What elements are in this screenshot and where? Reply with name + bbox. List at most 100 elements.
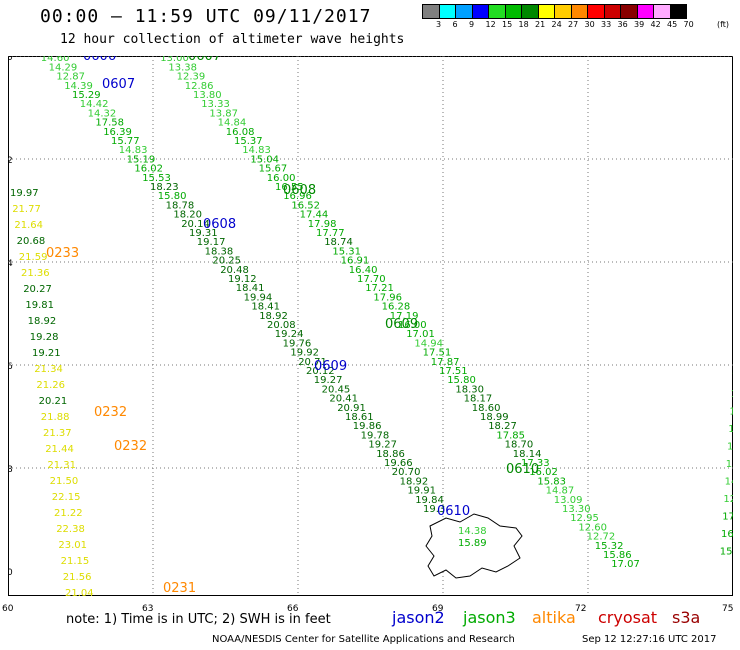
legend-jason3: jason3 bbox=[463, 608, 516, 627]
track-value: 18.41 bbox=[236, 283, 265, 294]
track-value: 19.3 bbox=[423, 504, 445, 515]
track-value: 19.78 bbox=[361, 430, 390, 441]
track-value: 14.65 bbox=[728, 424, 733, 435]
track-value: 23.01 bbox=[58, 540, 87, 551]
track-value: 14.42 bbox=[80, 99, 109, 110]
track-id-label: 0232 bbox=[94, 405, 127, 420]
track-value: 16.40 bbox=[349, 265, 378, 276]
track-value: 14.46 bbox=[727, 442, 733, 453]
track-value: 19.76 bbox=[283, 338, 312, 349]
track-value: 19.92 bbox=[290, 348, 319, 359]
track-value: 12.39 bbox=[177, 72, 206, 83]
track-value: 13.33 bbox=[201, 99, 230, 110]
track-value: 15.86 bbox=[603, 550, 632, 561]
color-scale bbox=[422, 4, 687, 19]
track-value: 17.51 bbox=[423, 348, 452, 359]
track-value: 16.08 bbox=[226, 127, 255, 138]
legend-jason2: jason2 bbox=[392, 608, 445, 627]
track-value: 20.91 bbox=[337, 403, 366, 414]
track-value: 16.39 bbox=[103, 127, 132, 138]
scale-label: 42 bbox=[650, 20, 661, 29]
color-scale-labels: 3 6 9 12 15 18 21 24 27 30 33 36 39 42 45 70 (ft) bbox=[422, 20, 740, 32]
scale-label: 39 bbox=[634, 20, 645, 29]
scale-swatch bbox=[455, 4, 473, 19]
track-value: 18.78 bbox=[166, 200, 195, 211]
track-value: 19.27 bbox=[368, 440, 397, 451]
track-value: 20.12 bbox=[306, 366, 335, 377]
scale-label: 27 bbox=[568, 20, 579, 29]
track-value: 12.86 bbox=[185, 81, 214, 92]
track-value: 13.38 bbox=[168, 62, 197, 73]
track-value: 19.84 bbox=[415, 495, 444, 506]
scale-swatch bbox=[504, 4, 522, 19]
scale-label: 45 bbox=[667, 20, 678, 29]
track-value: 22.15 bbox=[52, 492, 81, 503]
track-value: 14.85 bbox=[725, 477, 733, 488]
track-value: 20.71 bbox=[298, 357, 327, 368]
scale-swatch bbox=[669, 4, 687, 19]
track-value: 14.32 bbox=[88, 108, 117, 119]
scale-swatch bbox=[438, 4, 456, 19]
track-value: 22.38 bbox=[56, 524, 85, 535]
track-id-label: 0609 bbox=[314, 359, 347, 374]
track-value: 13.30 bbox=[562, 504, 591, 515]
y-tick-label: -40 bbox=[8, 56, 13, 63]
track-value: 19.97 bbox=[10, 188, 39, 199]
track-value: 14.87 bbox=[546, 486, 575, 497]
x-tick-label: 72 bbox=[575, 604, 587, 614]
scale-swatch bbox=[471, 4, 489, 19]
track-value: 13.46 bbox=[729, 407, 733, 418]
track-value: 20.41 bbox=[329, 394, 358, 405]
track-value: 18.70 bbox=[505, 440, 534, 451]
scale-label: 9 bbox=[469, 20, 475, 29]
y-tick-label: -44 bbox=[8, 259, 13, 269]
footer-timestamp: Sep 12 12:27:16 UTC 2017 bbox=[582, 634, 717, 645]
track-id-label: 0607 bbox=[188, 56, 221, 64]
track-value: 20.48 bbox=[220, 265, 249, 276]
track-id-label: 0608 bbox=[203, 217, 236, 232]
track-value: 15.37 bbox=[234, 136, 263, 147]
track-value: 12.87 bbox=[56, 72, 85, 83]
track-value: 21.50 bbox=[50, 476, 79, 487]
track-value: 12.72 bbox=[587, 532, 616, 543]
track-id-label: 0610 bbox=[506, 462, 539, 477]
track-value: 19.91 bbox=[407, 486, 436, 497]
track-value: 15.29 bbox=[72, 90, 101, 101]
scale-swatch bbox=[653, 4, 671, 19]
track-value: 19.81 bbox=[25, 300, 54, 311]
track-value: 16.00 bbox=[398, 320, 427, 331]
track-value: 14.38 bbox=[458, 526, 487, 537]
track-value: 18.60 bbox=[472, 403, 501, 414]
track-value: 14.83 bbox=[242, 145, 271, 156]
track-value: 19.86 bbox=[353, 421, 382, 432]
scale-swatch bbox=[587, 4, 605, 19]
track-value: 12.48 bbox=[723, 494, 733, 505]
track-value: 12.95 bbox=[570, 513, 599, 524]
track-value: 18.27 bbox=[488, 421, 517, 432]
y-tick-label: -42 bbox=[8, 156, 13, 166]
track-value: 15.77 bbox=[111, 136, 140, 147]
track-value: 15.04 bbox=[250, 154, 279, 165]
track-value: 21.34 bbox=[34, 364, 63, 375]
track-value: 17.77 bbox=[316, 228, 345, 239]
track-value: 17.07 bbox=[611, 559, 640, 570]
track-value: 21.37 bbox=[43, 428, 72, 439]
track-value: 20.45 bbox=[322, 384, 351, 395]
track-value: 13.80 bbox=[193, 90, 222, 101]
track-value: 20.08 bbox=[267, 320, 296, 331]
track-value: 18.20 bbox=[173, 210, 202, 221]
track-value: 21.56 bbox=[63, 572, 92, 583]
track-value: 21.04 bbox=[65, 588, 94, 596]
track-value: 16.79 bbox=[721, 529, 733, 540]
track-value: 18.14 bbox=[513, 449, 542, 460]
scale-label: 70 bbox=[683, 20, 694, 29]
track-value: 16.02 bbox=[529, 467, 558, 478]
scale-label: 12 bbox=[485, 20, 496, 29]
track-value: 21.15 bbox=[61, 556, 90, 567]
track-id-label: 0231 bbox=[163, 581, 196, 596]
note-text: note: 1) Time is in UTC; 2) SWH is in fe… bbox=[66, 612, 331, 627]
track-value: 21.88 bbox=[41, 412, 70, 423]
scale-swatch bbox=[554, 4, 572, 19]
x-tick-label: 66 bbox=[287, 604, 299, 614]
